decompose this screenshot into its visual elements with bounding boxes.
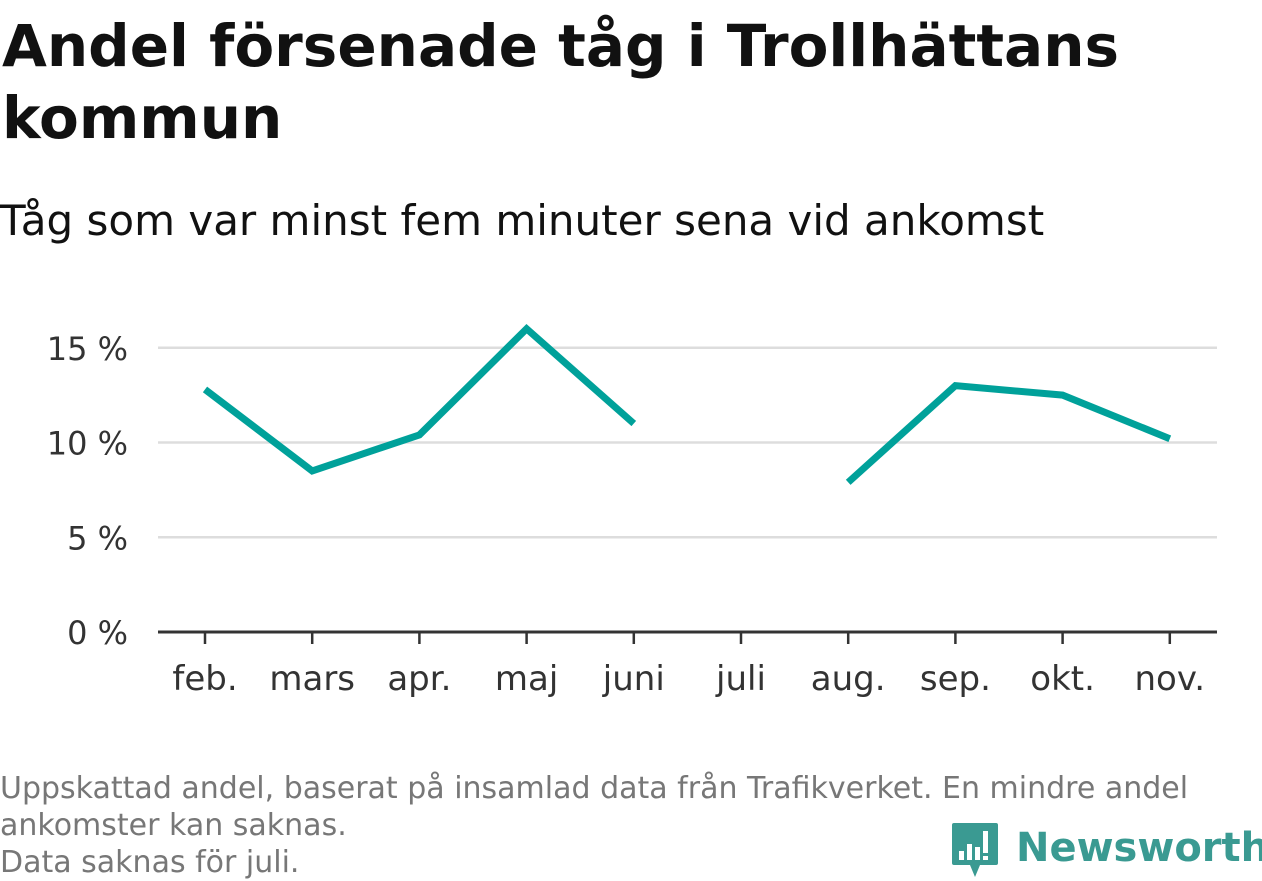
line-chart: 0 % 5 % 10 % 15 % feb. mars apr. maj juni juli au… bbox=[47, 324, 1217, 699]
brand-name: Newsworthy bbox=[1016, 825, 1262, 871]
x-tick-label: juli bbox=[715, 659, 766, 699]
series-line-segment bbox=[845, 382, 1172, 485]
x-tick-label: nov. bbox=[1134, 659, 1205, 699]
footnote-line-1: Uppskattad andel, baserat på insamlad da… bbox=[0, 771, 1189, 806]
x-tick-label: maj bbox=[495, 659, 558, 699]
newsworthy-logo: Newsworthy bbox=[950, 816, 1262, 880]
gridlines bbox=[158, 346, 1217, 539]
x-axis: feb. mars apr. maj juni juli aug. sep. okt. nov. bbox=[158, 630, 1217, 699]
footnote-line-2: ankomster kan saknas. bbox=[0, 808, 347, 843]
chart-subtitle: Tåg som var minst fem minuter sena vid a… bbox=[0, 196, 1045, 245]
y-tick-labels: 0 % 5 % 10 % 15 % bbox=[47, 330, 128, 652]
bar-chart-speech-bubble-icon bbox=[952, 823, 998, 877]
footnote: Uppskattad andel, baserat på insamlad da… bbox=[0, 770, 1250, 881]
x-tick-label: feb. bbox=[172, 659, 237, 699]
x-tick-label: juni bbox=[602, 659, 665, 699]
x-tick-label: okt. bbox=[1030, 659, 1095, 699]
x-tick-label: mars bbox=[269, 659, 355, 699]
series-line-segment bbox=[202, 324, 637, 475]
x-tick-label: apr. bbox=[387, 659, 451, 699]
y-tick-label: 5 % bbox=[67, 519, 128, 557]
x-tick-label: sep. bbox=[920, 659, 991, 699]
y-tick-label: 0 % bbox=[67, 614, 128, 652]
chart-title: Andel försenade tåg i Trollhättans kommu… bbox=[2, 12, 1120, 152]
footnote-line-3: Data saknas för juli. bbox=[0, 845, 300, 880]
y-tick-label: 15 % bbox=[47, 330, 128, 368]
y-tick-label: 10 % bbox=[47, 425, 128, 463]
series-lines bbox=[202, 324, 1172, 485]
x-tick-label: aug. bbox=[811, 659, 886, 699]
